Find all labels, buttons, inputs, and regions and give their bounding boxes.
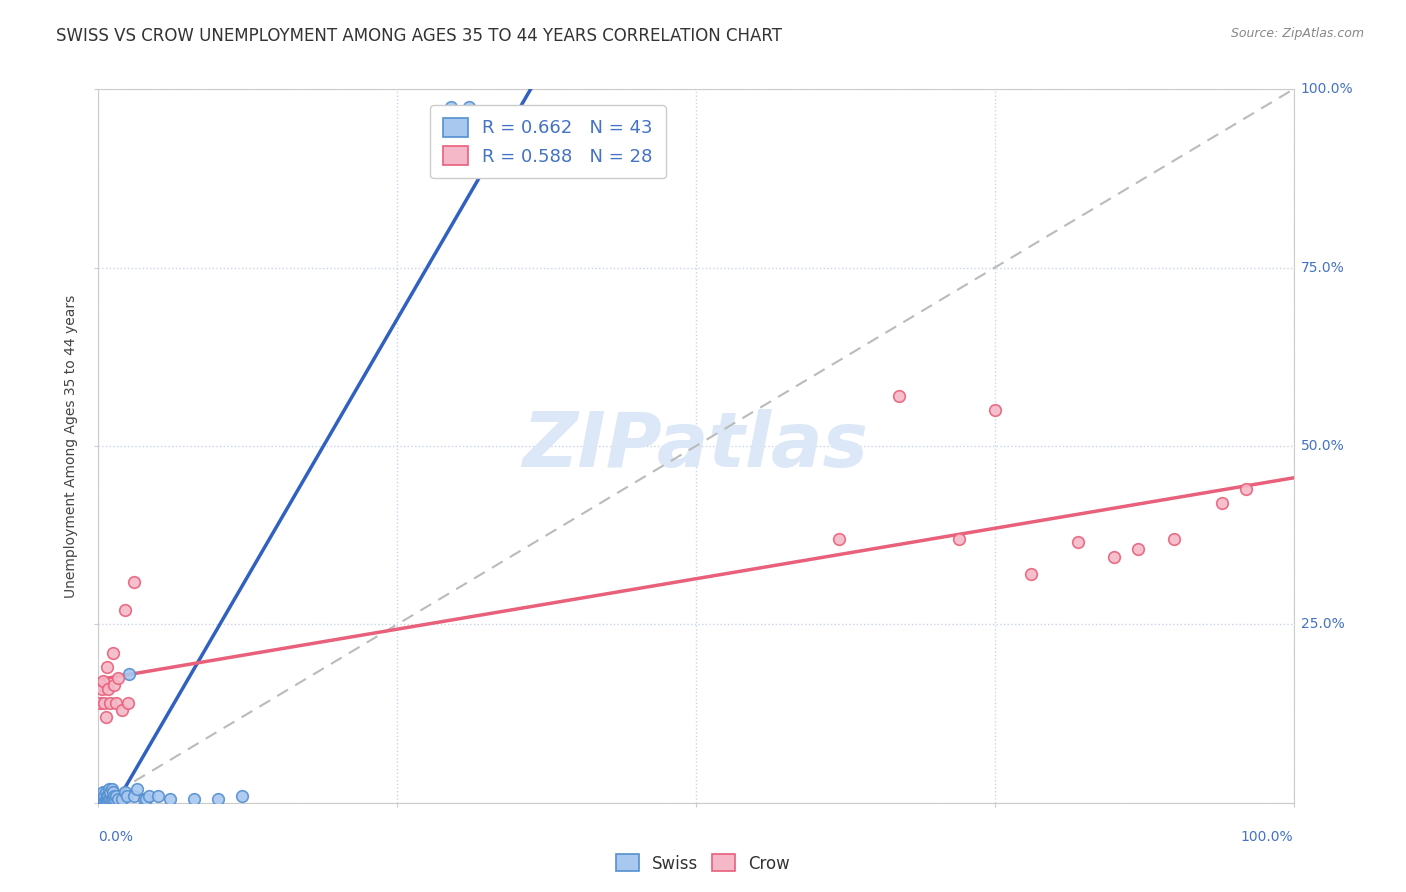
Point: [124, 789, 146, 803]
Point: [98, 785, 122, 799]
Text: Source: ZipAtlas.com: Source: ZipAtlas.com: [1230, 27, 1364, 40]
Point: [94, 785, 117, 799]
Point: [100, 781, 122, 796]
Y-axis label: Unemployment Among Ages 35 to 44 years: Unemployment Among Ages 35 to 44 years: [65, 294, 79, 598]
Point: [889, 389, 911, 403]
Point: [105, 696, 128, 710]
Point: [148, 789, 170, 803]
Point: [1211, 496, 1233, 510]
Legend: Swiss, Crow: Swiss, Crow: [609, 847, 797, 880]
Point: [90, 792, 112, 806]
Point: [96, 789, 118, 803]
Point: [94, 710, 117, 724]
Point: [97, 789, 120, 803]
Point: [231, 789, 253, 803]
Point: [93, 792, 115, 806]
Point: [94, 792, 117, 806]
Point: [114, 785, 136, 799]
Point: [1019, 567, 1042, 582]
Point: [135, 792, 157, 806]
Text: 75.0%: 75.0%: [1301, 260, 1344, 275]
Point: [1067, 535, 1090, 549]
Point: [98, 696, 122, 710]
Text: 50.0%: 50.0%: [1301, 439, 1344, 453]
Point: [183, 792, 205, 806]
Point: [118, 667, 141, 681]
Point: [91, 674, 114, 689]
Point: [101, 785, 124, 799]
Point: [96, 660, 118, 674]
Point: [111, 703, 134, 717]
Point: [440, 100, 463, 114]
Point: [107, 792, 129, 806]
Text: ZIPatlas: ZIPatlas: [523, 409, 869, 483]
Point: [97, 796, 120, 810]
Point: [91, 789, 114, 803]
Point: [458, 100, 481, 114]
Point: [101, 646, 124, 660]
Text: SWISS VS CROW UNEMPLOYMENT AMONG AGES 35 TO 44 YEARS CORRELATION CHART: SWISS VS CROW UNEMPLOYMENT AMONG AGES 35…: [56, 27, 782, 45]
Point: [91, 681, 114, 696]
Point: [91, 785, 114, 799]
Point: [89, 792, 111, 806]
Point: [125, 781, 148, 796]
Point: [91, 792, 114, 806]
Point: [93, 789, 115, 803]
Point: [93, 696, 115, 710]
Point: [97, 681, 120, 696]
Point: [90, 678, 112, 692]
Point: [138, 789, 160, 803]
Point: [132, 792, 155, 806]
Point: [828, 532, 851, 546]
Point: [1163, 532, 1185, 546]
Point: [101, 792, 124, 806]
Point: [96, 792, 118, 806]
Point: [89, 696, 111, 710]
Text: 100.0%: 100.0%: [1301, 82, 1353, 96]
Point: [103, 789, 125, 803]
Point: [1128, 542, 1150, 557]
Point: [207, 792, 229, 806]
Point: [98, 781, 121, 796]
Point: [98, 792, 122, 806]
Point: [100, 792, 122, 806]
Point: [124, 574, 146, 589]
Point: [983, 403, 1005, 417]
Point: [111, 792, 134, 806]
Point: [115, 789, 138, 803]
Point: [89, 789, 111, 803]
Point: [104, 792, 127, 806]
Legend: R = 0.662   N = 43, R = 0.588   N = 28: R = 0.662 N = 43, R = 0.588 N = 28: [430, 105, 665, 178]
Point: [1234, 482, 1257, 496]
Text: 0.0%: 0.0%: [98, 830, 134, 844]
Point: [948, 532, 970, 546]
Point: [117, 696, 139, 710]
Point: [91, 792, 114, 806]
Point: [159, 792, 181, 806]
Point: [107, 671, 129, 685]
Text: 25.0%: 25.0%: [1301, 617, 1344, 632]
Point: [1102, 549, 1125, 564]
Point: [98, 792, 121, 806]
Text: 100.0%: 100.0%: [1241, 830, 1294, 844]
Point: [114, 603, 136, 617]
Point: [103, 678, 125, 692]
Point: [105, 789, 128, 803]
